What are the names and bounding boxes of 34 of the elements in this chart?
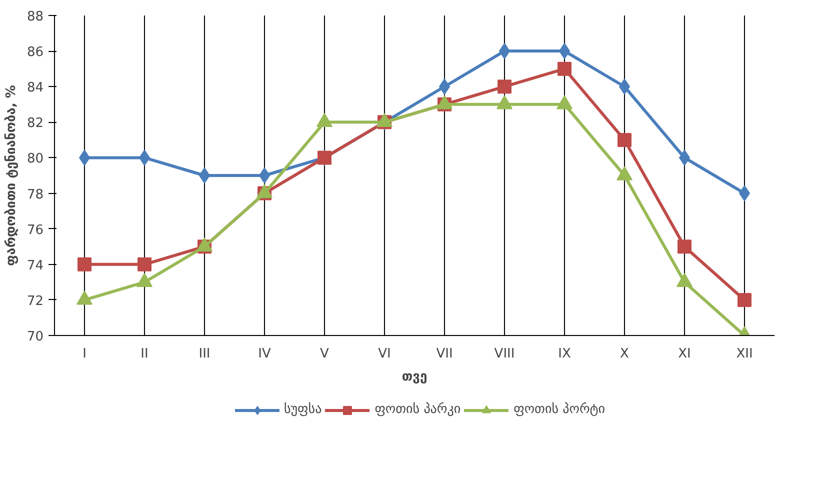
x-tick-label: III [198,346,210,362]
x-tick-label: XI [678,346,691,362]
x-tick-label: II [140,346,148,362]
y-tick-label: 88 [26,10,44,24]
y-axis-title: ფარდობითი ტენიანობა, % [4,85,19,266]
y-tick-label: 80 [26,152,44,167]
y-tick-label: 86 [26,45,44,60]
x-tick-label: X [620,346,630,362]
point [738,292,752,307]
point [558,62,572,76]
x-tick-label: IV [258,346,271,362]
point [618,132,632,147]
y-tick-label: 76 [26,222,44,238]
x-tick-label: IX [558,346,571,362]
legend-label: ფოთის პორტი [514,402,606,417]
x-axis-title: თვე [402,370,428,384]
point [78,257,92,272]
x-tick-label: V [320,346,330,362]
x-tick-label: VII [436,346,453,362]
legend-label: ფოთის პარკი [374,402,461,417]
point [138,257,152,272]
x-tick-label: VIII [494,346,515,362]
y-tick-label: 84 [26,80,44,96]
y-tick-label: 78 [26,187,44,202]
y-tick-label: 72 [26,294,44,309]
y-tick-label: 82 [26,116,44,132]
y-tick-label: 74 [26,258,44,274]
x-tick-label: VI [378,346,391,362]
point [678,240,692,254]
x-tick-label: I [82,346,86,362]
point [498,80,512,94]
x-tick-label: XII [736,346,753,362]
legend-label: სუფსა [284,402,322,417]
y-tick-label: 70 [26,330,44,344]
